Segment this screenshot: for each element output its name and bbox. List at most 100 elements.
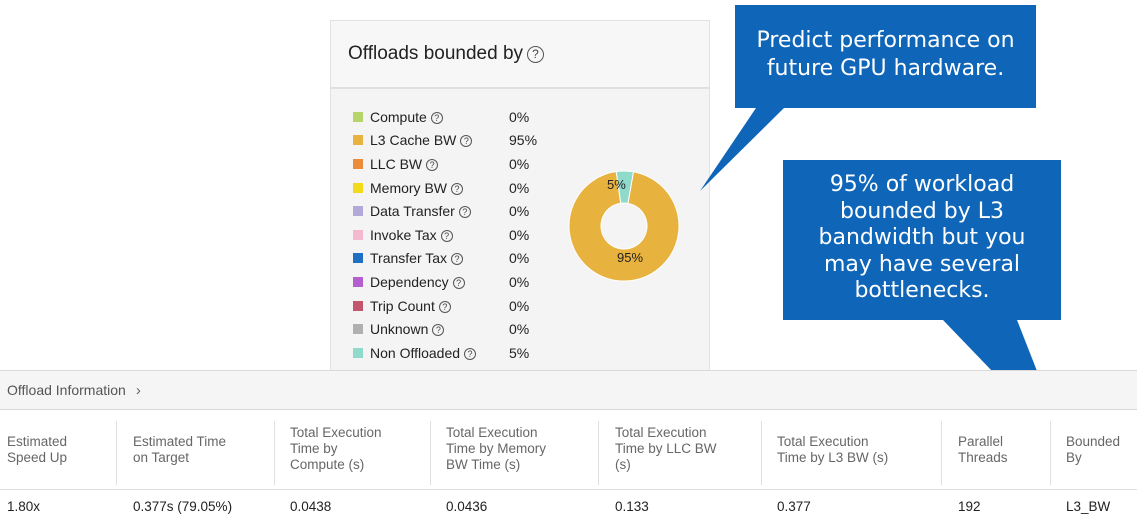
legend-swatch — [353, 206, 363, 217]
question-circle-icon[interactable]: ? — [527, 45, 545, 63]
offloads-donut-chart: 5% 95% — [568, 170, 680, 282]
callout-bubble-shape — [700, 5, 1036, 191]
legend-item-dependency: Dependency? 0% — [353, 270, 537, 294]
legend-item-non-offloaded: Non Offloaded? 5% — [353, 341, 537, 365]
legend-value: 0% — [509, 203, 530, 220]
column-divider[interactable] — [116, 421, 117, 485]
column-header-estimated-speed-up[interactable]: Estimated Speed Up — [7, 434, 68, 465]
cell-estimated-speed-up: 1.80x — [7, 499, 41, 514]
callout-line: future GPU hardware. — [766, 56, 1005, 81]
legend-swatch — [353, 300, 363, 311]
callout-line: bottlenecks. — [854, 278, 990, 303]
legend-label: Unknown — [370, 321, 429, 338]
legend-label: Trip Count — [370, 297, 435, 314]
legend-label: Memory BW — [370, 179, 447, 196]
column-divider[interactable] — [1050, 421, 1051, 485]
column-header-parallel-threads[interactable]: Parallel Threads — [958, 434, 1008, 465]
cell-parallel-threads: 192 — [958, 499, 981, 514]
column-divider[interactable] — [598, 421, 599, 485]
donut-label-l3-cache-bw: 95% — [617, 250, 643, 265]
column-divider[interactable] — [274, 421, 275, 485]
offload-information-section: Offload Information › Estimated Speed Up… — [0, 370, 1137, 523]
legend-swatch — [353, 229, 363, 240]
question-circle-icon[interactable]: ? — [430, 111, 443, 124]
question-circle-icon[interactable]: ? — [458, 206, 471, 219]
column-header-time-by-memory-bw[interactable]: Total Execution Time by Memory BW Time (… — [446, 425, 547, 472]
column-divider[interactable] — [761, 421, 762, 485]
question-circle-icon[interactable]: ? — [432, 324, 445, 337]
legend-swatch — [353, 111, 363, 122]
panel-header: Offloads bounded by ? — [331, 21, 709, 89]
donut-label-non-offloaded: 5% — [607, 177, 626, 192]
column-header-time-by-l3-bw[interactable]: Total Execution Time by L3 BW (s) — [777, 434, 889, 465]
legend-item-llc-bw: LLC BW? 0% — [353, 152, 537, 176]
column-header-estimated-time-on-target[interactable]: Estimated Time on Target — [133, 434, 227, 465]
column-divider[interactable] — [430, 421, 431, 485]
legend-label: Compute — [370, 108, 427, 125]
legend-value: 0% — [509, 321, 530, 338]
offload-information-header[interactable]: Offload Information › — [0, 371, 1137, 410]
question-circle-icon[interactable]: ? — [464, 347, 477, 360]
legend-swatch — [353, 253, 363, 264]
legend-value: 95% — [509, 132, 538, 149]
column-header-bounded-by[interactable]: Bounded By — [1066, 434, 1121, 465]
table-row-divider — [0, 489, 1137, 490]
legend-swatch — [353, 347, 363, 358]
question-circle-icon[interactable]: ? — [452, 276, 465, 289]
legend-value: 0% — [509, 155, 530, 172]
cell-time-by-l3-bw: 0.377 — [777, 499, 811, 514]
cell-time-by-llc-bw: 0.133 — [615, 499, 649, 514]
legend-swatch — [353, 158, 363, 169]
donut-slice-l3-cache-bw[interactable] — [568, 170, 680, 282]
legend-swatch — [353, 182, 363, 193]
legend-label: Non Offloaded — [370, 344, 461, 361]
legend-value: 0% — [509, 297, 530, 314]
callout-bubble-shape — [783, 160, 1068, 450]
cell-bounded-by: L3_BW — [1066, 499, 1111, 514]
callout-bottlenecks: 95% of workload bounded by L3 bandwidth … — [783, 160, 1068, 450]
callout-predict-performance: Predict performance on future GPU hardwa… — [700, 5, 1036, 191]
column-divider[interactable] — [941, 421, 942, 485]
legend-item-compute: Compute? 0% — [353, 105, 537, 129]
legend-value: 0% — [509, 273, 530, 290]
legend-item-transfer-tax: Transfer Tax? 0% — [353, 247, 537, 271]
offload-information-title: Offload Information — [7, 382, 126, 398]
legend-item-l3-cache-bw: L3 Cache BW? 95% — [353, 129, 537, 153]
legend-label: LLC BW — [370, 155, 423, 172]
legend-swatch — [353, 276, 363, 287]
callout-line: may have several — [823, 251, 1021, 277]
column-header-time-by-llc-bw[interactable]: Total Execution Time by LLC BW (s) — [615, 425, 717, 472]
panel-title: Offloads bounded by — [348, 43, 524, 64]
cell-estimated-time-on-target: 0.377s (79.05%) — [133, 499, 233, 514]
legend-swatch — [353, 324, 363, 335]
question-circle-icon[interactable]: ? — [451, 253, 464, 266]
cell-time-by-compute: 0.0438 — [290, 499, 332, 514]
donut-slice-non-offloaded[interactable] — [615, 170, 635, 204]
question-circle-icon[interactable]: ? — [451, 182, 463, 195]
legend-swatch — [353, 135, 363, 146]
question-circle-icon[interactable]: ? — [426, 158, 439, 171]
callout-line: bandwidth but you — [818, 225, 1026, 250]
legend-label: Data Transfer — [370, 203, 455, 220]
legend-item-memory-bw: Memory BW? 0% — [353, 176, 537, 200]
legend-item-invoke-tax: Invoke Tax? 0% — [353, 223, 537, 247]
column-header-time-by-compute[interactable]: Total Execution Time by Compute (s) — [290, 425, 382, 472]
question-circle-icon[interactable]: ? — [440, 229, 453, 242]
legend-label: Invoke Tax — [370, 226, 437, 243]
legend-label: Transfer Tax — [370, 250, 448, 267]
legend-label: Dependency — [370, 273, 449, 290]
callout-line: Predict performance on — [756, 28, 1015, 53]
callout-line: 95% of workload — [829, 172, 1015, 197]
cell-time-by-memory-bw: 0.0436 — [446, 499, 488, 514]
chevron-right-icon[interactable]: › — [135, 381, 141, 399]
offloads-bounded-panel: Offloads bounded by ? Compute? 0% L3 Cac… — [330, 20, 710, 372]
callout-line: bounded by L3 — [839, 198, 1004, 224]
legend-item-data-transfer: Data Transfer? 0% — [353, 199, 537, 223]
legend-value: 0% — [509, 250, 530, 267]
question-circle-icon[interactable]: ? — [438, 300, 451, 313]
question-circle-icon[interactable]: ? — [460, 135, 473, 148]
legend-value: 5% — [509, 344, 530, 361]
legend-item-trip-count: Trip Count? 0% — [353, 294, 537, 318]
legend: Compute? 0% L3 Cache BW? 95% LLC BW? 0% … — [353, 105, 537, 365]
legend-value: 0% — [509, 226, 530, 243]
